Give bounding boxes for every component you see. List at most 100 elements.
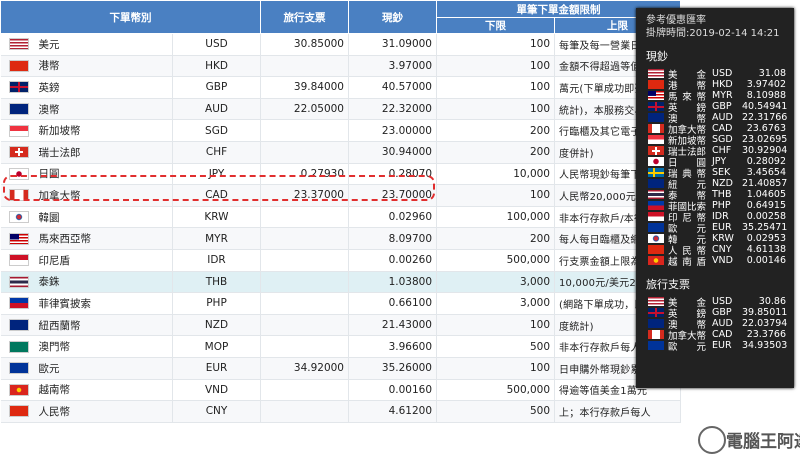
- myr-flag-icon: [8, 232, 29, 245]
- cash-rate: 8.09700: [348, 227, 437, 250]
- popup-time: 掛牌時間:2019-02-14 14:21: [646, 28, 780, 39]
- aud-flag-icon: [648, 319, 664, 328]
- cash-rate: 0.00260: [348, 249, 437, 272]
- popup-rate-row: 加拿大幣 CAD 23.3766: [636, 329, 794, 342]
- popup-currency-code: KRW: [712, 233, 734, 244]
- traveler-check-rate: [260, 379, 349, 402]
- exchange-rate-table: 下單幣別 旅行支票 現鈔 單筆下單金額限制 下限 上限 美元 USD 30.8500…: [0, 0, 681, 423]
- currency-name: 港幣: [38, 60, 60, 73]
- eur-flag-icon: [8, 362, 29, 375]
- cash-rate: 35.26000: [348, 357, 437, 380]
- eur-flag-icon: [648, 223, 664, 232]
- popup-cash-label: 現鈔: [646, 50, 668, 63]
- popup-currency-code: CAD: [712, 123, 733, 134]
- lower-limit: 100,000: [436, 206, 555, 229]
- lower-limit: 500: [436, 400, 555, 423]
- krw-flag-icon: [8, 211, 29, 224]
- gbp-flag-icon: [648, 102, 664, 111]
- traveler-check-rate: 39.84000: [260, 76, 349, 99]
- lower-limit: 200: [436, 119, 555, 142]
- currency-code: KRW: [172, 206, 261, 229]
- popup-currency-code: VND: [712, 255, 733, 266]
- table-row: 加拿大幣 CAD 23.37000 23.70000 100 人民幣20,000元: [0, 184, 681, 207]
- currency-code: USD: [172, 33, 261, 56]
- popup-rate-row: 澳 幣 AUD 22.03794: [636, 318, 794, 331]
- popup-rate-value: 3.97402: [746, 79, 786, 90]
- popup-rate-row: 英 鎊 GBP 39.85011: [636, 307, 794, 320]
- popup-currency-code: JPY: [712, 156, 727, 167]
- popup-currency-code: GBP: [712, 307, 732, 318]
- nzd-flag-icon: [8, 319, 29, 332]
- myr-flag-icon: [648, 91, 664, 100]
- currency-name-cell: 新加坡幣: [0, 119, 173, 142]
- table-row: 美元 USD 30.85000 31.09000 100 每筆及每一營業日下: [0, 33, 681, 56]
- usd-flag-icon: [8, 38, 29, 51]
- popup-rate-row: 歐 元 EUR 34.93503: [636, 340, 794, 353]
- currency-name: 澳幣: [38, 103, 60, 116]
- popup-rate-row: 英 鎊 GBP 40.54941: [636, 101, 794, 114]
- currency-name: 瑞士法郎: [38, 146, 81, 159]
- currency-code: NZD: [172, 314, 261, 337]
- currency-code: MYR: [172, 227, 261, 250]
- popup-currency-code: IDR: [712, 211, 729, 222]
- traveler-check-rate: [260, 314, 349, 337]
- lower-limit: 3,000: [436, 292, 555, 315]
- traveler-check-rate: [260, 292, 349, 315]
- cash-rate: 31.09000: [348, 33, 437, 56]
- lower-limit: 200: [436, 141, 555, 164]
- thb-flag-icon: [648, 190, 664, 199]
- cad-flag-icon: [648, 124, 664, 133]
- cash-rate: 21.43000: [348, 314, 437, 337]
- popup-currency-code: MYR: [712, 90, 733, 101]
- highlight-jpy-row: [3, 175, 435, 201]
- popup-rate-row: 馬來幣 MYR 8.10988: [636, 90, 794, 103]
- table-row: 馬來西亞幣 MYR 8.09700 200 每人每日臨櫃及網路: [0, 227, 681, 250]
- currency-code: GBP: [172, 76, 261, 99]
- currency-code: CHF: [172, 141, 261, 164]
- currency-code: THB: [172, 271, 261, 294]
- currency-code: AUD: [172, 98, 261, 121]
- cad-flag-icon: [648, 330, 664, 339]
- traveler-check-rate: [260, 400, 349, 423]
- table-row: 印尼盾 IDR 0.00260 500,000 行支票金額上限為: [0, 249, 681, 272]
- popup-rate-row: 韓 元 KRW 0.02953: [636, 233, 794, 246]
- table-row: 人民幣 CNY 4.61200 500 上；本行存款戶每人: [0, 400, 681, 423]
- watermark-text: 電腦王阿達: [726, 432, 800, 452]
- idr-flag-icon: [648, 212, 664, 221]
- popup-tc-list: 美 金 USD 30.86 英 鎊 GBP 39.85011 澳 幣 AUD 22.03794 加…: [636, 296, 794, 353]
- currency-name-cell: 瑞士法郎: [0, 141, 173, 164]
- traveler-check-rate: [260, 141, 349, 164]
- popup-currency-name: 日 圓: [668, 157, 706, 169]
- currency-name: 英鎊: [38, 81, 60, 94]
- currency-name-cell: 印尼盾: [0, 249, 173, 272]
- popup-rate-row: 印尼幣 IDR 0.00258: [636, 211, 794, 224]
- popup-rate-row: 越南盾 VND 0.00146: [636, 255, 794, 268]
- header-cash: 現鈔: [348, 0, 437, 34]
- currency-name-cell: 英鎊: [0, 76, 173, 99]
- popup-currency-code: GBP: [712, 101, 732, 112]
- currency-name-cell: 澳幣: [0, 98, 173, 121]
- popup-rate-row: 美 金 USD 31.08: [636, 68, 794, 81]
- popup-currency-name: 越南盾: [668, 256, 706, 268]
- chf-flag-icon: [8, 146, 29, 159]
- lower-limit: 3,000: [436, 271, 555, 294]
- lower-limit: 500,000: [436, 249, 555, 272]
- popup-currency-code: NZD: [712, 178, 733, 189]
- popup-currency-code: CHF: [712, 145, 732, 156]
- currency-name-cell: 人民幣: [0, 400, 173, 423]
- upper-limit-note: 上；本行存款戶每人: [554, 400, 681, 423]
- popup-rate-value: 22.03794: [742, 318, 788, 329]
- popup-currency-name: 紐 元: [668, 179, 706, 191]
- lower-limit: 500: [436, 335, 555, 358]
- currency-name: 菲律賓披索: [38, 297, 92, 310]
- cash-rate: 40.57000: [348, 76, 437, 99]
- thb-flag-icon: [8, 275, 29, 288]
- popup-rate-value: 30.86: [758, 296, 786, 307]
- reference-rate-popup: 參考優惠匯率 掛牌時間:2019-02-14 14:21 現鈔 美 金 USD 31…: [636, 8, 794, 388]
- currency-name: 印尼盾: [38, 254, 71, 267]
- php-flag-icon: [648, 201, 664, 210]
- popup-rate-row: 紐 元 NZD 21.40857: [636, 178, 794, 191]
- currency-name-cell: 美元: [0, 33, 173, 56]
- popup-currency-code: CNY: [712, 244, 732, 255]
- idr-flag-icon: [8, 254, 29, 267]
